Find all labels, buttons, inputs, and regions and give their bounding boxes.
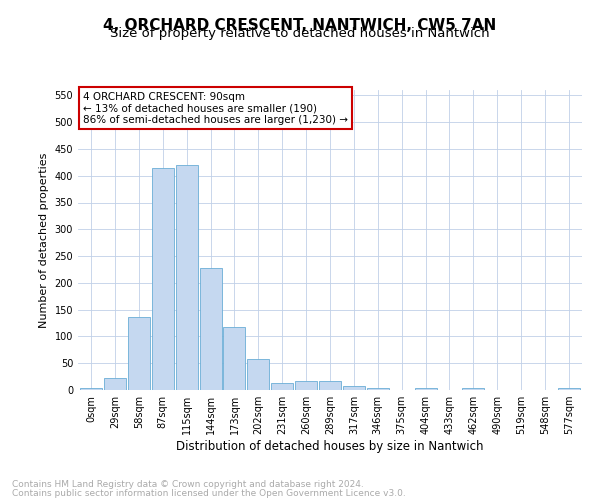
Bar bbox=[223, 328, 245, 390]
Bar bbox=[80, 388, 102, 390]
Bar bbox=[319, 382, 341, 390]
Bar bbox=[247, 359, 269, 390]
Bar bbox=[367, 388, 389, 390]
Text: Contains public sector information licensed under the Open Government Licence v3: Contains public sector information licen… bbox=[12, 488, 406, 498]
Bar bbox=[200, 268, 221, 390]
Bar bbox=[176, 165, 197, 390]
Text: Contains HM Land Registry data © Crown copyright and database right 2024.: Contains HM Land Registry data © Crown c… bbox=[12, 480, 364, 489]
Bar bbox=[558, 388, 580, 390]
Bar bbox=[271, 383, 293, 390]
Bar bbox=[152, 168, 174, 390]
Bar bbox=[104, 378, 126, 390]
Bar bbox=[295, 382, 317, 390]
Y-axis label: Number of detached properties: Number of detached properties bbox=[39, 152, 49, 328]
Bar bbox=[415, 388, 437, 390]
Bar bbox=[343, 386, 365, 390]
X-axis label: Distribution of detached houses by size in Nantwich: Distribution of detached houses by size … bbox=[176, 440, 484, 453]
Text: Size of property relative to detached houses in Nantwich: Size of property relative to detached ho… bbox=[110, 28, 490, 40]
Bar bbox=[128, 316, 150, 390]
Text: 4 ORCHARD CRESCENT: 90sqm
← 13% of detached houses are smaller (190)
86% of semi: 4 ORCHARD CRESCENT: 90sqm ← 13% of detac… bbox=[83, 92, 348, 124]
Bar bbox=[463, 388, 484, 390]
Text: 4, ORCHARD CRESCENT, NANTWICH, CW5 7AN: 4, ORCHARD CRESCENT, NANTWICH, CW5 7AN bbox=[103, 18, 497, 32]
